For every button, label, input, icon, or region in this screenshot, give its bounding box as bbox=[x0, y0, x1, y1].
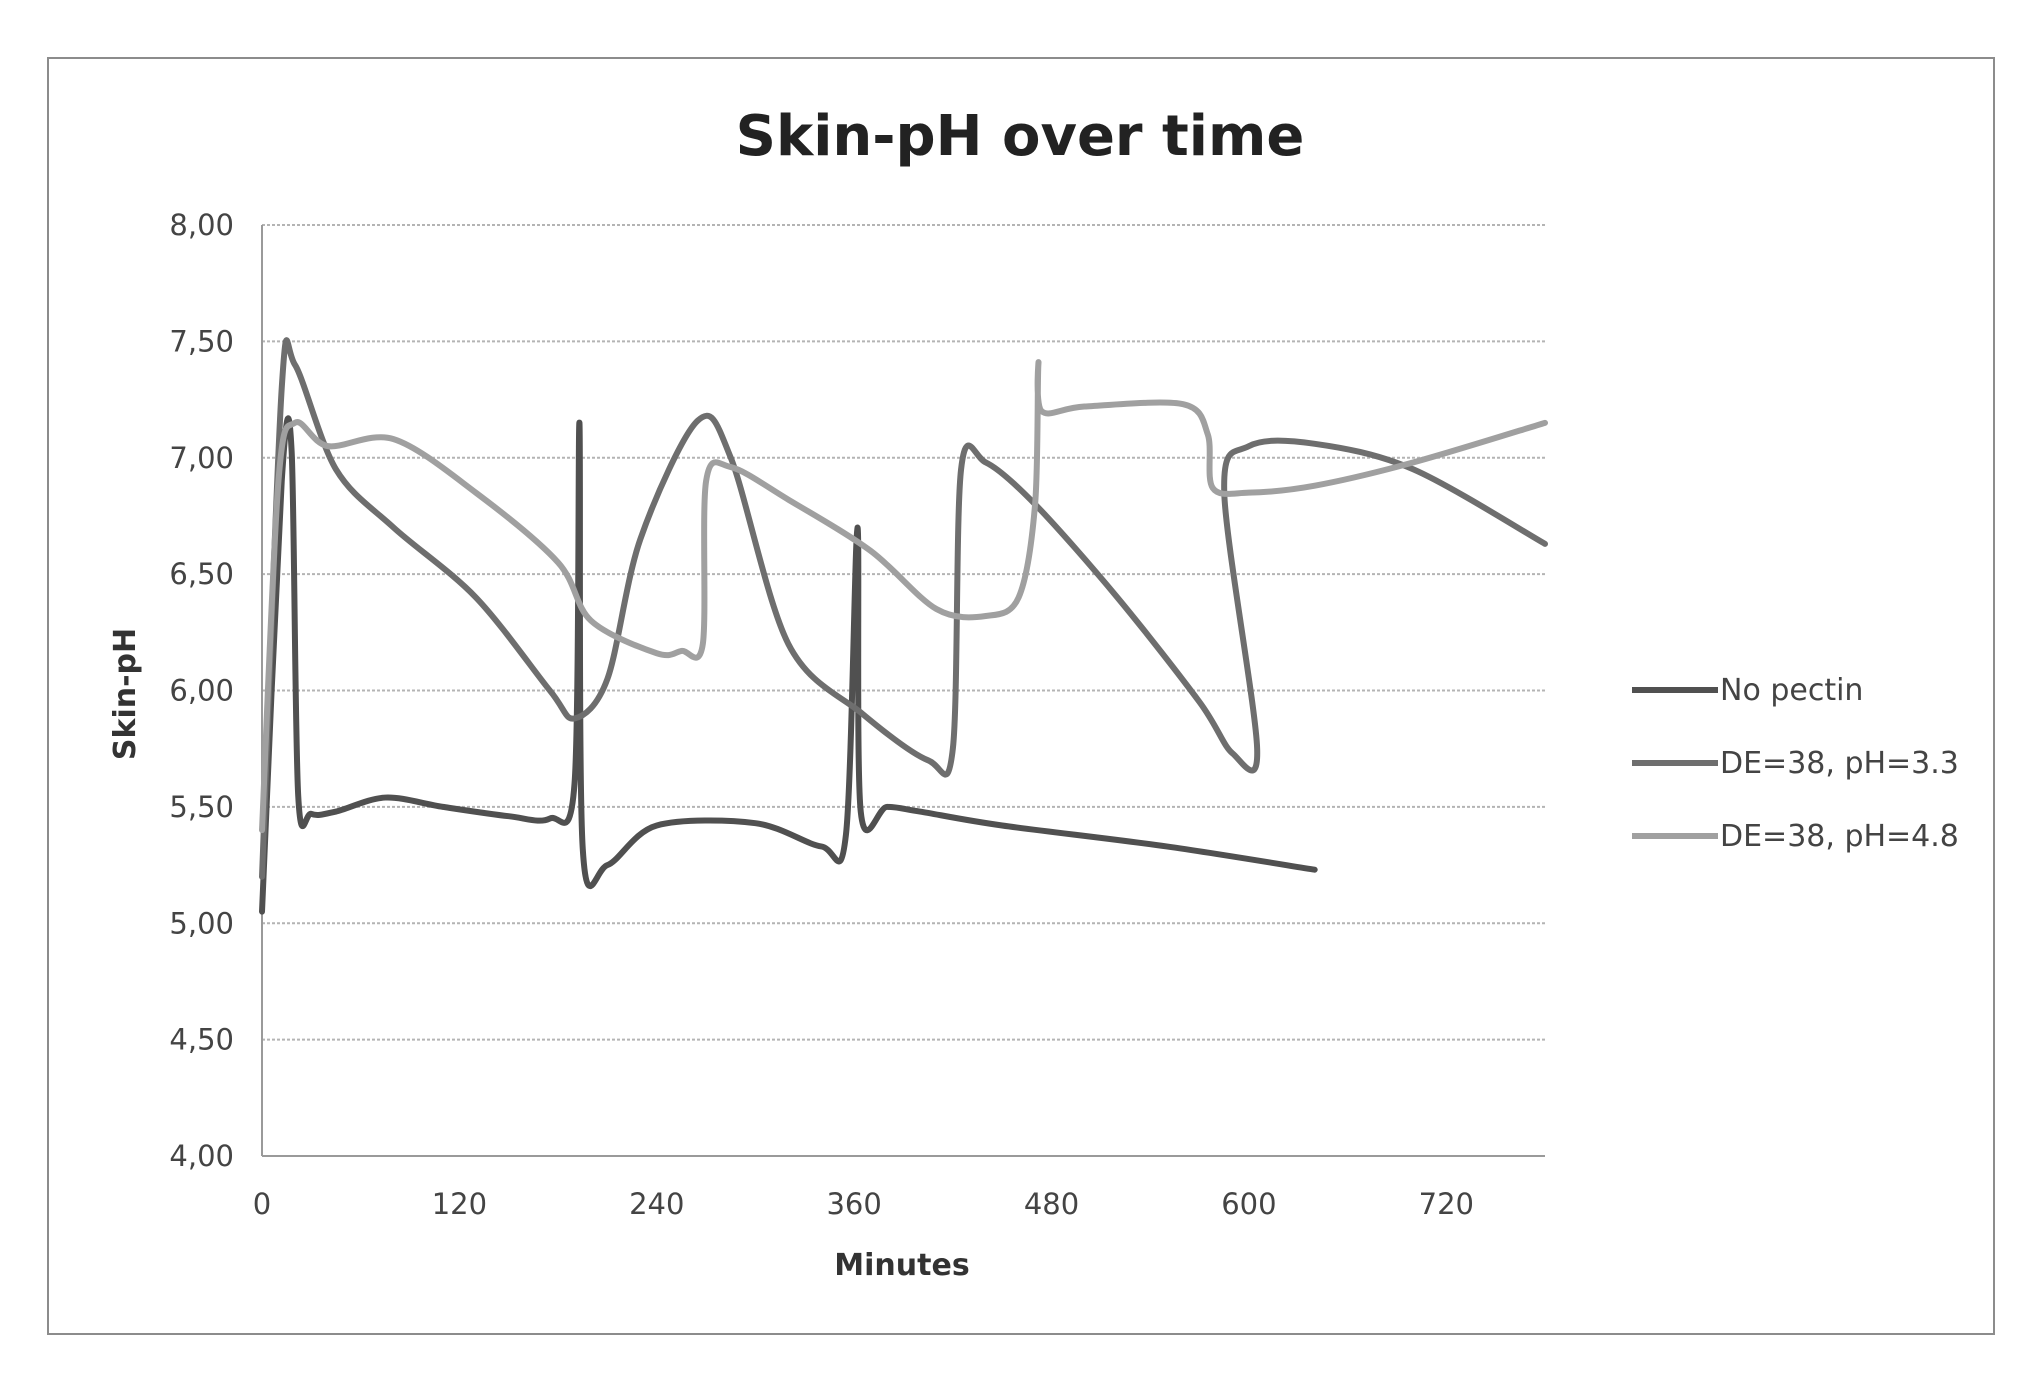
series-line-de-38-ph-3-3 bbox=[262, 340, 1545, 876]
x-tick-label: 240 bbox=[629, 1187, 684, 1221]
y-tick-label: 6,00 bbox=[169, 674, 234, 708]
x-tick-label: 480 bbox=[1024, 1187, 1079, 1221]
x-tick-label: 720 bbox=[1419, 1187, 1474, 1221]
series-layer bbox=[262, 340, 1545, 911]
chart-title: Skin-pH over time bbox=[736, 104, 1305, 169]
line-chart: Skin-pH over time 4,00 4,50 5,00 5,50 6,00 6,… bbox=[0, 0, 2037, 1391]
legend-label-de-38-ph-4-8: DE=38, pH=4.8 bbox=[1720, 819, 1959, 854]
y-tick-label: 7,00 bbox=[169, 441, 234, 475]
x-tick-label: 600 bbox=[1221, 1187, 1276, 1221]
y-tick-label: 5,00 bbox=[169, 906, 234, 940]
y-tick-label: 8,00 bbox=[169, 208, 234, 242]
y-tick-label: 7,50 bbox=[169, 324, 234, 358]
legend-label-no-pectin: No pectin bbox=[1720, 673, 1863, 708]
legend: No pectin DE=38, pH=3.3 DE=38, pH=4.8 bbox=[1632, 673, 1959, 854]
x-tick-label: 360 bbox=[826, 1187, 881, 1221]
x-axis-title: Minutes bbox=[834, 1248, 969, 1283]
series-line-no-pectin bbox=[262, 418, 1315, 911]
y-tick-label: 4,50 bbox=[169, 1023, 234, 1057]
x-tick-label: 120 bbox=[432, 1187, 487, 1221]
grid-layer bbox=[262, 225, 1545, 1040]
x-tick-label: 0 bbox=[253, 1187, 271, 1221]
series-line-de-38-ph-4-8 bbox=[262, 362, 1545, 830]
y-tick-label: 5,50 bbox=[169, 790, 234, 824]
y-axis-title: Skin-pH bbox=[108, 628, 143, 760]
y-tick-label: 6,50 bbox=[169, 557, 234, 591]
y-tick-label: 4,00 bbox=[169, 1139, 234, 1173]
legend-label-de-38-ph-3-3: DE=38, pH=3.3 bbox=[1720, 746, 1959, 781]
